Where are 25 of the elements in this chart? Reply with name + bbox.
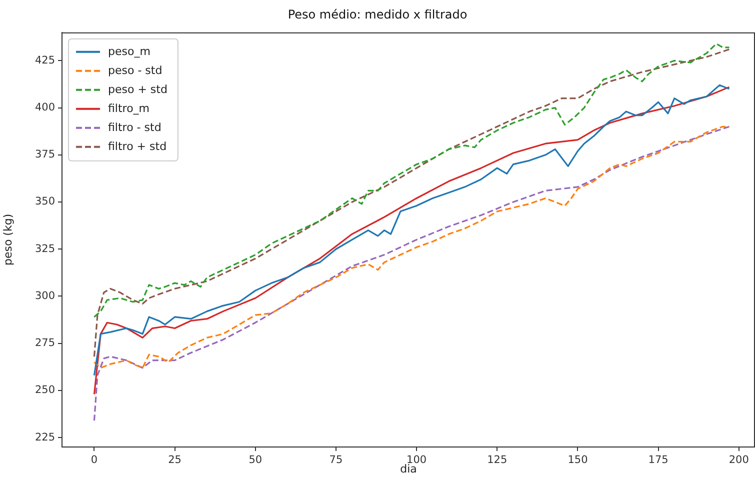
y-axis-title: peso (kg): [1, 214, 14, 266]
y-tick-label: 325: [34, 242, 55, 255]
x-tick-label: 200: [728, 454, 749, 466]
y-tick-label: 375: [34, 148, 55, 161]
y-tick-label: 250: [34, 384, 55, 396]
legend-label: filtro_m: [108, 102, 150, 115]
legend-label: peso + std: [108, 82, 168, 96]
x-tick-label: 125: [487, 454, 508, 466]
x-tick-label: 0: [90, 454, 98, 466]
x-tick-label: 25: [168, 454, 182, 466]
legend-label: filtro - std: [108, 120, 162, 134]
legend-label: filtro + std: [108, 140, 167, 153]
legend-label: peso_m: [108, 44, 150, 58]
y-tick-label: 350: [34, 196, 55, 208]
x-tick-label: 75: [329, 454, 343, 466]
legend-label: peso - std: [108, 64, 162, 77]
y-tick-label: 275: [34, 337, 55, 350]
x-tick-label: 175: [648, 454, 668, 466]
y-tick-label: 225: [34, 431, 55, 444]
y-tick-label: 425: [34, 54, 55, 66]
x-tick-label: 50: [248, 454, 262, 466]
y-tick-label: 300: [34, 290, 55, 302]
chart-title: Peso médio: medido x filtrado: [288, 7, 468, 22]
y-tick-label: 400: [34, 102, 55, 114]
x-tick-label: 150: [568, 454, 588, 466]
